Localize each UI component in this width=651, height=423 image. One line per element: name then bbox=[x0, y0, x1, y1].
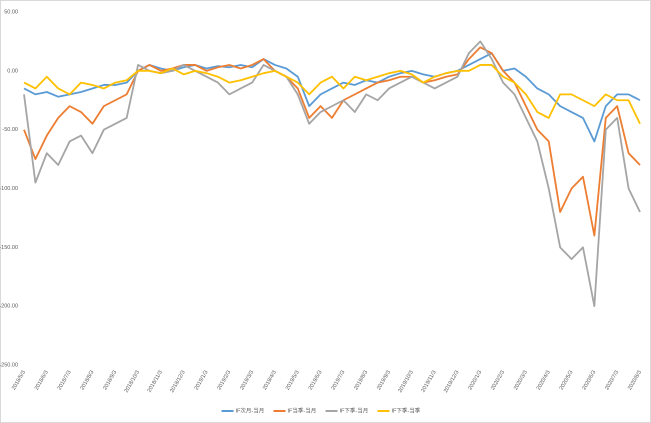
legend-label: IF次月-当月 bbox=[236, 406, 265, 414]
y-tick-label: 0.00 bbox=[7, 68, 18, 74]
y-tick-label: -200.00 bbox=[0, 304, 18, 310]
y-tick-label: -250.00 bbox=[0, 362, 18, 368]
y-tick-label: -100.00 bbox=[0, 186, 18, 192]
series-line bbox=[23, 46, 641, 237]
legend-label: IF当季-当月 bbox=[288, 406, 317, 414]
y-tick-label: -50.00 bbox=[2, 127, 18, 133]
series-line bbox=[23, 52, 641, 143]
legend: IF次月-当月 IF当季-当月 IF下季-当月 IF下季-当季 bbox=[221, 406, 421, 414]
series-line bbox=[23, 64, 641, 125]
legend-label: IF下季-当季 bbox=[392, 406, 421, 414]
legend-label: IF下季-当月 bbox=[340, 406, 369, 414]
y-tick-label: 50.00 bbox=[4, 9, 18, 15]
series-line bbox=[23, 40, 641, 308]
y-tick-label: -150.00 bbox=[0, 245, 18, 251]
